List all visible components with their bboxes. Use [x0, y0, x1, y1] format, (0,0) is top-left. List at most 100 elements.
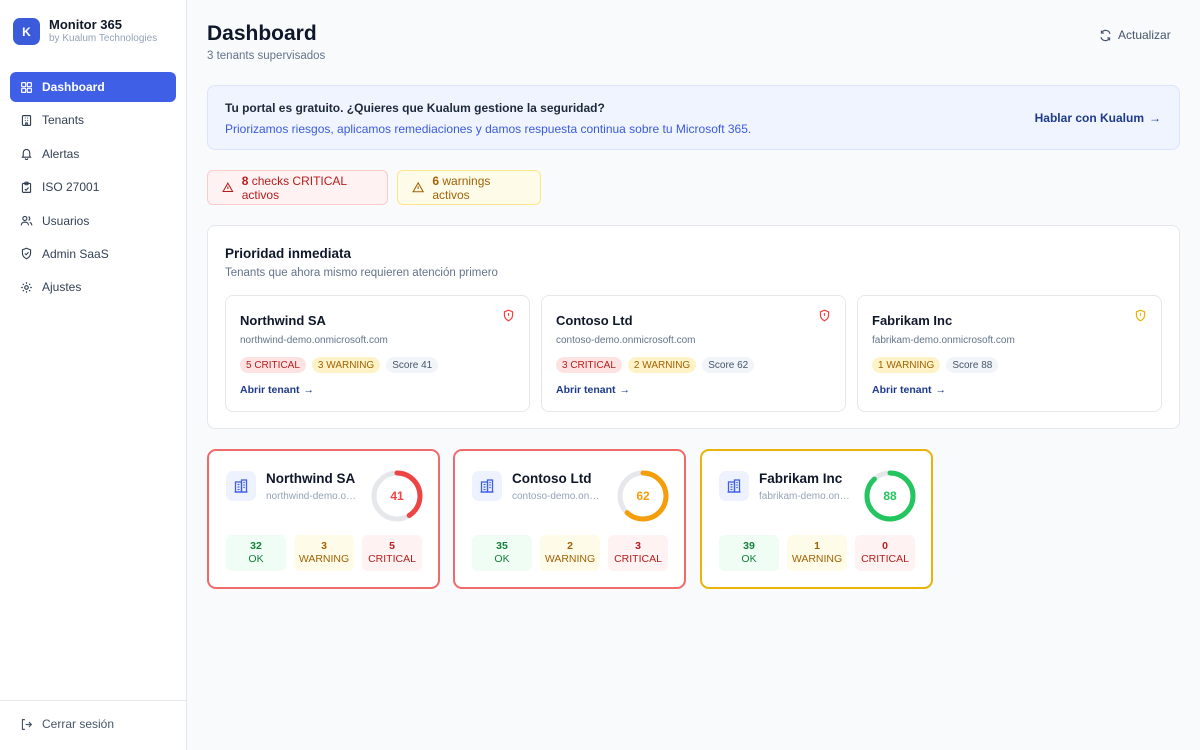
ok-stat: 39 OK [719, 535, 779, 571]
sidebar-item-usuarios[interactable]: Usuarios [10, 206, 176, 236]
tenant-name: Fabrikam Inc [872, 313, 953, 328]
critical-count: 0 [882, 540, 888, 552]
warning-stat: 3 WARNING [294, 535, 354, 571]
sidebar-item-label: Ajustes [42, 280, 82, 295]
logout-label: Cerrar sesión [42, 717, 115, 731]
shield-alert-icon [503, 309, 514, 322]
gauge-arc [864, 470, 916, 522]
critical-label: CRITICAL [368, 553, 416, 565]
critical-label: CRITICAL [614, 553, 662, 565]
tag-list: 3 CRITICAL 2 WARNING Score 62 [556, 357, 755, 373]
sidebar-item-ajustes[interactable]: Ajustes [10, 272, 176, 302]
arrow-right-icon: → [935, 384, 947, 396]
gauge-arc [371, 470, 423, 522]
critical-stat: 3 CRITICAL [608, 535, 668, 571]
warning-alerts-chip[interactable]: 6 warnings activos [397, 170, 541, 205]
brand-name: Monitor 365 [49, 17, 122, 32]
contact-kualum-link[interactable]: Hablar con Kualum → [1035, 111, 1161, 125]
tag-list: 1 WARNING Score 88 [872, 357, 999, 373]
tenant-name: Fabrikam Inc [759, 471, 843, 486]
critical-stat: 0 CRITICAL [855, 535, 915, 571]
arrow-right-icon: → [619, 384, 631, 396]
warning-tag: 2 WARNING [627, 357, 697, 373]
critical-alerts-chip[interactable]: 8 checks CRITICAL activos [207, 170, 388, 205]
tenant-card-contoso[interactable]: Contoso Ltd contoso-demo.onmicrosoft.com… [453, 449, 686, 589]
critical-label: CRITICAL [861, 553, 909, 565]
score-tag: Score 88 [946, 357, 999, 373]
sidebar-nav: Dashboard Tenants Alertas ISO 27001 Usua… [10, 72, 176, 306]
tenant-domain: northwind-demo.onmicrosoft.com [240, 335, 388, 346]
sidebar-item-tenants[interactable]: Tenants [10, 105, 176, 135]
priority-card-fabrikam: Fabrikam Inc fabrikam-demo.onmicrosoft.c… [857, 295, 1162, 412]
warning-label: warnings activos [432, 173, 491, 202]
critical-label: checks CRITICAL activos [241, 173, 347, 202]
warning-count: 6 [432, 173, 440, 188]
gauge-arc [617, 470, 669, 522]
refresh-button[interactable]: Actualizar [1099, 28, 1171, 42]
tenant-card-fabrikam[interactable]: Fabrikam Inc fabrikam-demo.onmicrosoft.c… [700, 449, 933, 589]
sidebar-item-iso-27001[interactable]: ISO 27001 [10, 172, 176, 202]
critical-count: 3 [635, 540, 641, 552]
shield-alert-icon [819, 309, 830, 322]
open-tenant-link[interactable]: Abrir tenant → [240, 384, 314, 396]
ok-count: 35 [496, 540, 508, 552]
tenant-domain: contoso-demo.onmicrosoft.com [512, 491, 604, 502]
priority-card-northwind: Northwind SA northwind-demo.onmicrosoft.… [225, 295, 530, 412]
sidebar-item-label: Usuarios [42, 213, 90, 228]
banner-link-label: Hablar con Kualum [1034, 111, 1144, 125]
score-value: 62 [636, 489, 650, 503]
sidebar-item-label: Dashboard [42, 80, 105, 94]
shield-alert-icon [1135, 309, 1146, 322]
warning-count: 3 [321, 540, 327, 552]
tenant-domain: fabrikam-demo.onmicrosoft.com [759, 491, 851, 502]
ok-label: OK [741, 553, 757, 565]
sidebar-item-label: Alertas [42, 146, 80, 161]
critical-count: 5 [389, 540, 395, 552]
sidebar-item-label: ISO 27001 [42, 180, 100, 195]
sidebar-item-alertas[interactable]: Alertas [10, 139, 176, 169]
priority-subtitle: Tenants que ahora mismo requieren atenci… [225, 267, 498, 279]
score-tag: Score 41 [386, 357, 439, 373]
critical-tag: 3 CRITICAL [556, 357, 622, 373]
warning-label: WARNING [544, 553, 596, 565]
sidebar-item-dashboard[interactable]: Dashboard [10, 72, 176, 102]
open-tenant-label: Abrir tenant [872, 384, 932, 396]
page-subtitle: 3 tenants supervisados [207, 50, 326, 62]
warning-tag: 1 WARNING [872, 357, 941, 373]
tenant-domain: northwind-demo.onmicrosoft.com [266, 491, 358, 502]
sidebar: K Monitor 365 by Kualum Technologies Das… [0, 0, 187, 750]
warning-stat: 1 WARNING [787, 535, 847, 571]
page-title: Dashboard [207, 22, 317, 45]
brand: K Monitor 365 by Kualum Technologies [13, 17, 157, 46]
critical-stat: 5 CRITICAL [362, 535, 422, 571]
banner-title: Tu portal es gratuito. ¿Quieres que Kual… [225, 101, 605, 115]
open-tenant-link[interactable]: Abrir tenant → [556, 384, 630, 396]
tenant-domain: fabrikam-demo.onmicrosoft.com [872, 335, 1015, 346]
score-gauge [617, 470, 669, 522]
score-gauge [371, 470, 423, 522]
promo-banner: Tu portal es gratuito. ¿Quieres que Kual… [207, 85, 1180, 150]
banner-text: Priorizamos riesgos, aplicamos remediaci… [225, 122, 752, 136]
logout-button[interactable]: Cerrar sesión [20, 717, 114, 731]
tenant-name: Northwind SA [266, 471, 356, 486]
sidebar-item-admin-saas[interactable]: Admin SaaS [10, 239, 176, 269]
arrow-right-icon: → [303, 384, 315, 396]
warning-count: 2 [567, 540, 573, 552]
score-gauge [864, 470, 916, 522]
refresh-icon [1100, 29, 1111, 41]
ok-label: OK [248, 553, 264, 565]
building-icon [719, 471, 749, 501]
score-tag: Score 62 [702, 357, 755, 373]
ok-stat: 35 OK [472, 535, 532, 571]
brand-subtitle: by Kualum Technologies [49, 33, 158, 44]
tenant-card-northwind[interactable]: Northwind SA northwind-demo.onmicrosoft.… [207, 449, 440, 589]
ok-stat: 32 OK [226, 535, 286, 571]
open-tenant-link[interactable]: Abrir tenant → [872, 384, 946, 396]
priority-title: Prioridad inmediata [225, 246, 352, 261]
score-value: 88 [883, 489, 897, 503]
warning-label: WARNING [298, 553, 350, 565]
tag-list: 5 CRITICAL 3 WARNING Score 41 [240, 357, 439, 373]
priority-section: Prioridad inmediata Tenants que ahora mi… [207, 225, 1180, 429]
warning-alerts-text: 6 warnings activos [432, 174, 526, 202]
tenant-name: Contoso Ltd [556, 313, 633, 328]
